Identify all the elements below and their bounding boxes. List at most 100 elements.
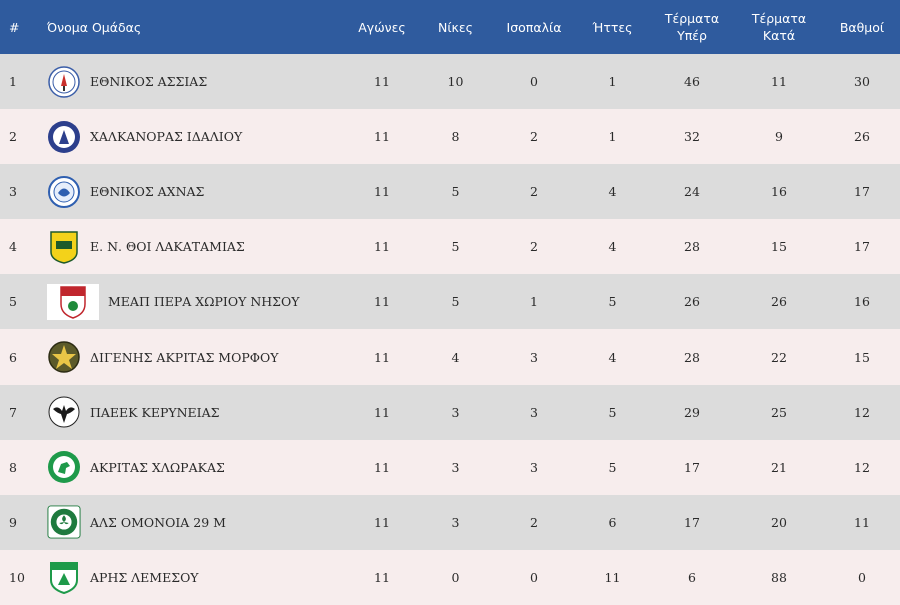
header-wins[interactable]: Νίκες xyxy=(437,19,474,35)
goals-against-cell: 25 xyxy=(771,404,787,420)
table-row[interactable]: 6 ΔΙΓΕΝΗΣ ΑΚΡΙΤΑΣ ΜΟΡΦΟΥ 11 4 3 4 28 22 … xyxy=(0,329,900,385)
points-cell: 15 xyxy=(854,349,870,365)
points-cell: 0 xyxy=(858,569,866,585)
omonoia-crest-icon xyxy=(47,505,81,539)
losses-cell: 4 xyxy=(608,239,617,255)
goals-for-cell: 17 xyxy=(684,514,700,530)
goals-for-cell: 17 xyxy=(684,459,700,475)
points-cell: 16 xyxy=(854,294,870,310)
team-cell[interactable]: ΑΛΣ ΟΜΟΝΟΙΑ 29 Μ xyxy=(36,495,346,550)
header-goals-against[interactable]: Τέρματα Κατά xyxy=(734,0,824,54)
played-cell: 11 xyxy=(374,294,390,310)
table-row[interactable]: 7 ΠΑΕΕΚ ΚΕΡΥΝΕΙΑΣ 11 3 3 5 29 25 12 xyxy=(0,384,900,440)
rank-cell: 5 xyxy=(9,294,17,310)
header-goals-against-line2: Κατά xyxy=(762,28,796,43)
wins-cell: 8 xyxy=(451,129,460,145)
team-name[interactable]: Ε. Ν. ΘΟΙ ΛΑΚΑΤΑΜΙΑΣ xyxy=(90,239,245,255)
header-draws[interactable]: Ισοπαλία xyxy=(506,19,562,35)
team-cell[interactable]: ΑΚΡΙΤΑΣ ΧΛΩΡΑΚΑΣ xyxy=(36,440,346,495)
played-cell: 11 xyxy=(374,74,390,90)
team-name[interactable]: ΕΘΝΙΚΟΣ ΑΣΣΙΑΣ xyxy=(90,74,208,90)
team-name[interactable]: ΜΕΑΠ ΠΕΡΑ ΧΩΡΙΟΥ ΝΗΣΟΥ xyxy=(108,294,300,310)
losses-cell: 1 xyxy=(608,74,617,90)
goals-for-cell: 6 xyxy=(688,569,696,585)
draws-cell: 3 xyxy=(530,404,538,420)
goals-against-cell: 88 xyxy=(771,569,787,585)
wins-cell: 5 xyxy=(451,239,460,255)
goals-against-cell: 15 xyxy=(771,239,787,255)
team-name[interactable]: ΕΘΝΙΚΟΣ ΑΧΝΑΣ xyxy=(90,184,205,200)
played-cell: 11 xyxy=(374,129,390,145)
table-row[interactable]: 4 Ε. Ν. ΘΟΙ ΛΑΚΑΤΑΜΙΑΣ 11 5 2 4 28 15 17 xyxy=(0,219,900,275)
draws-cell: 0 xyxy=(530,74,538,90)
header-goals-for-line2: Υπέρ xyxy=(677,28,707,43)
goals-for-cell: 32 xyxy=(684,129,700,145)
ethnikos-achnas-crest-icon xyxy=(47,175,81,209)
table-row[interactable]: 9 ΑΛΣ ΟΜΟΝΟΙΑ 29 Μ 11 3 2 6 17 20 11 xyxy=(0,494,900,550)
points-cell: 26 xyxy=(854,129,870,145)
rank-cell: 7 xyxy=(9,404,17,420)
rank-cell: 6 xyxy=(9,349,17,365)
wins-cell: 3 xyxy=(451,459,460,475)
goals-for-cell: 29 xyxy=(684,404,700,420)
table-row[interactable]: 2 ΧΑΛΚΑΝΟΡΑΣ ΙΔΑΛΙΟΥ 11 8 2 1 32 9 26 xyxy=(0,109,900,165)
akritas-crest-icon xyxy=(47,450,81,484)
rank-cell: 4 xyxy=(9,239,17,255)
team-cell[interactable]: ΕΘΝΙΚΟΣ ΑΧΝΑΣ xyxy=(36,164,346,219)
losses-cell: 1 xyxy=(608,129,617,145)
wins-cell: 3 xyxy=(451,514,460,530)
goals-against-cell: 21 xyxy=(771,459,787,475)
table-row[interactable]: 8 ΑΚΡΙΤΑΣ ΧΛΩΡΑΚΑΣ 11 3 3 5 17 21 12 xyxy=(0,439,900,495)
meap-crest-icon xyxy=(47,283,99,320)
wins-cell: 5 xyxy=(451,184,460,200)
goals-against-cell: 20 xyxy=(771,514,787,530)
wins-cell: 0 xyxy=(451,569,460,585)
header-losses[interactable]: Ήττες xyxy=(592,19,633,35)
table-header-row: # Όνομα Ομάδας Αγώνες Νίκες Ισοπαλία Ήττ… xyxy=(0,0,900,54)
table-row[interactable]: 5 ΜΕΑΠ ΠΕΡΑ ΧΩΡΙΟΥ ΝΗΣΟΥ 11 5 1 5 26 26 … xyxy=(0,274,900,330)
table-row[interactable]: 10 ΑΡΗΣ ΛΕΜΕΣΟΥ 11 0 0 11 6 88 0 xyxy=(0,549,900,605)
header-rank: # xyxy=(9,19,20,35)
paeek-crest-icon xyxy=(47,395,81,429)
team-name[interactable]: ΑΛΣ ΟΜΟΝΟΙΑ 29 Μ xyxy=(90,514,226,530)
points-cell: 11 xyxy=(854,514,870,530)
team-cell[interactable]: ΜΕΑΠ ΠΕΡΑ ΧΩΡΙΟΥ ΝΗΣΟΥ xyxy=(36,274,346,329)
played-cell: 11 xyxy=(374,404,390,420)
draws-cell: 2 xyxy=(530,184,538,200)
draws-cell: 2 xyxy=(530,514,538,530)
wins-cell: 10 xyxy=(447,74,464,90)
header-goals-for[interactable]: Τέρματα Υπέρ xyxy=(650,0,734,54)
team-name[interactable]: ΠΑΕΕΚ ΚΕΡΥΝΕΙΑΣ xyxy=(90,404,220,420)
header-points[interactable]: Βαθμοί xyxy=(839,19,885,35)
ethnikos-assias-crest-icon xyxy=(47,65,81,99)
team-name[interactable]: ΑΡΗΣ ΛΕΜΕΣΟΥ xyxy=(90,569,199,585)
played-cell: 11 xyxy=(374,514,390,530)
rank-cell: 8 xyxy=(9,459,17,475)
losses-cell: 11 xyxy=(604,569,621,585)
wins-cell: 3 xyxy=(451,404,460,420)
goals-against-cell: 16 xyxy=(771,184,787,200)
table-row[interactable]: 3 ΕΘΝΙΚΟΣ ΑΧΝΑΣ 11 5 2 4 24 16 17 xyxy=(0,164,900,220)
played-cell: 11 xyxy=(374,459,390,475)
team-cell[interactable]: ΠΑΕΕΚ ΚΕΡΥΝΕΙΑΣ xyxy=(36,385,346,440)
team-cell[interactable]: Ε. Ν. ΘΟΙ ΛΑΚΑΤΑΜΙΑΣ xyxy=(36,219,346,274)
draws-cell: 2 xyxy=(530,239,538,255)
thoi-lakatamias-crest-icon xyxy=(47,230,81,264)
team-cell[interactable]: ΧΑΛΚΑΝΟΡΑΣ ΙΔΑΛΙΟΥ xyxy=(36,109,346,164)
team-name[interactable]: ΑΚΡΙΤΑΣ ΧΛΩΡΑΚΑΣ xyxy=(90,459,225,475)
losses-cell: 5 xyxy=(608,459,617,475)
header-team-name[interactable]: Όνομα Ομάδας xyxy=(47,19,142,35)
draws-cell: 2 xyxy=(530,129,538,145)
goals-for-cell: 26 xyxy=(684,294,700,310)
team-cell[interactable]: ΕΘΝΙΚΟΣ ΑΣΣΙΑΣ xyxy=(36,54,346,109)
team-name[interactable]: ΧΑΛΚΑΝΟΡΑΣ ΙΔΑΛΙΟΥ xyxy=(90,129,243,145)
rank-cell: 2 xyxy=(9,129,17,145)
draws-cell: 3 xyxy=(530,459,538,475)
goals-against-cell: 11 xyxy=(771,74,787,90)
table-row[interactable]: 1 ΕΘΝΙΚΟΣ ΑΣΣΙΑΣ 11 10 0 1 46 11 30 xyxy=(0,54,900,110)
header-played[interactable]: Αγώνες xyxy=(358,19,406,35)
team-name[interactable]: ΔΙΓΕΝΗΣ ΑΚΡΙΤΑΣ ΜΟΡΦΟΥ xyxy=(90,349,279,365)
team-cell[interactable]: ΑΡΗΣ ΛΕΜΕΣΟΥ xyxy=(36,550,346,605)
team-cell[interactable]: ΔΙΓΕΝΗΣ ΑΚΡΙΤΑΣ ΜΟΡΦΟΥ xyxy=(36,329,346,384)
